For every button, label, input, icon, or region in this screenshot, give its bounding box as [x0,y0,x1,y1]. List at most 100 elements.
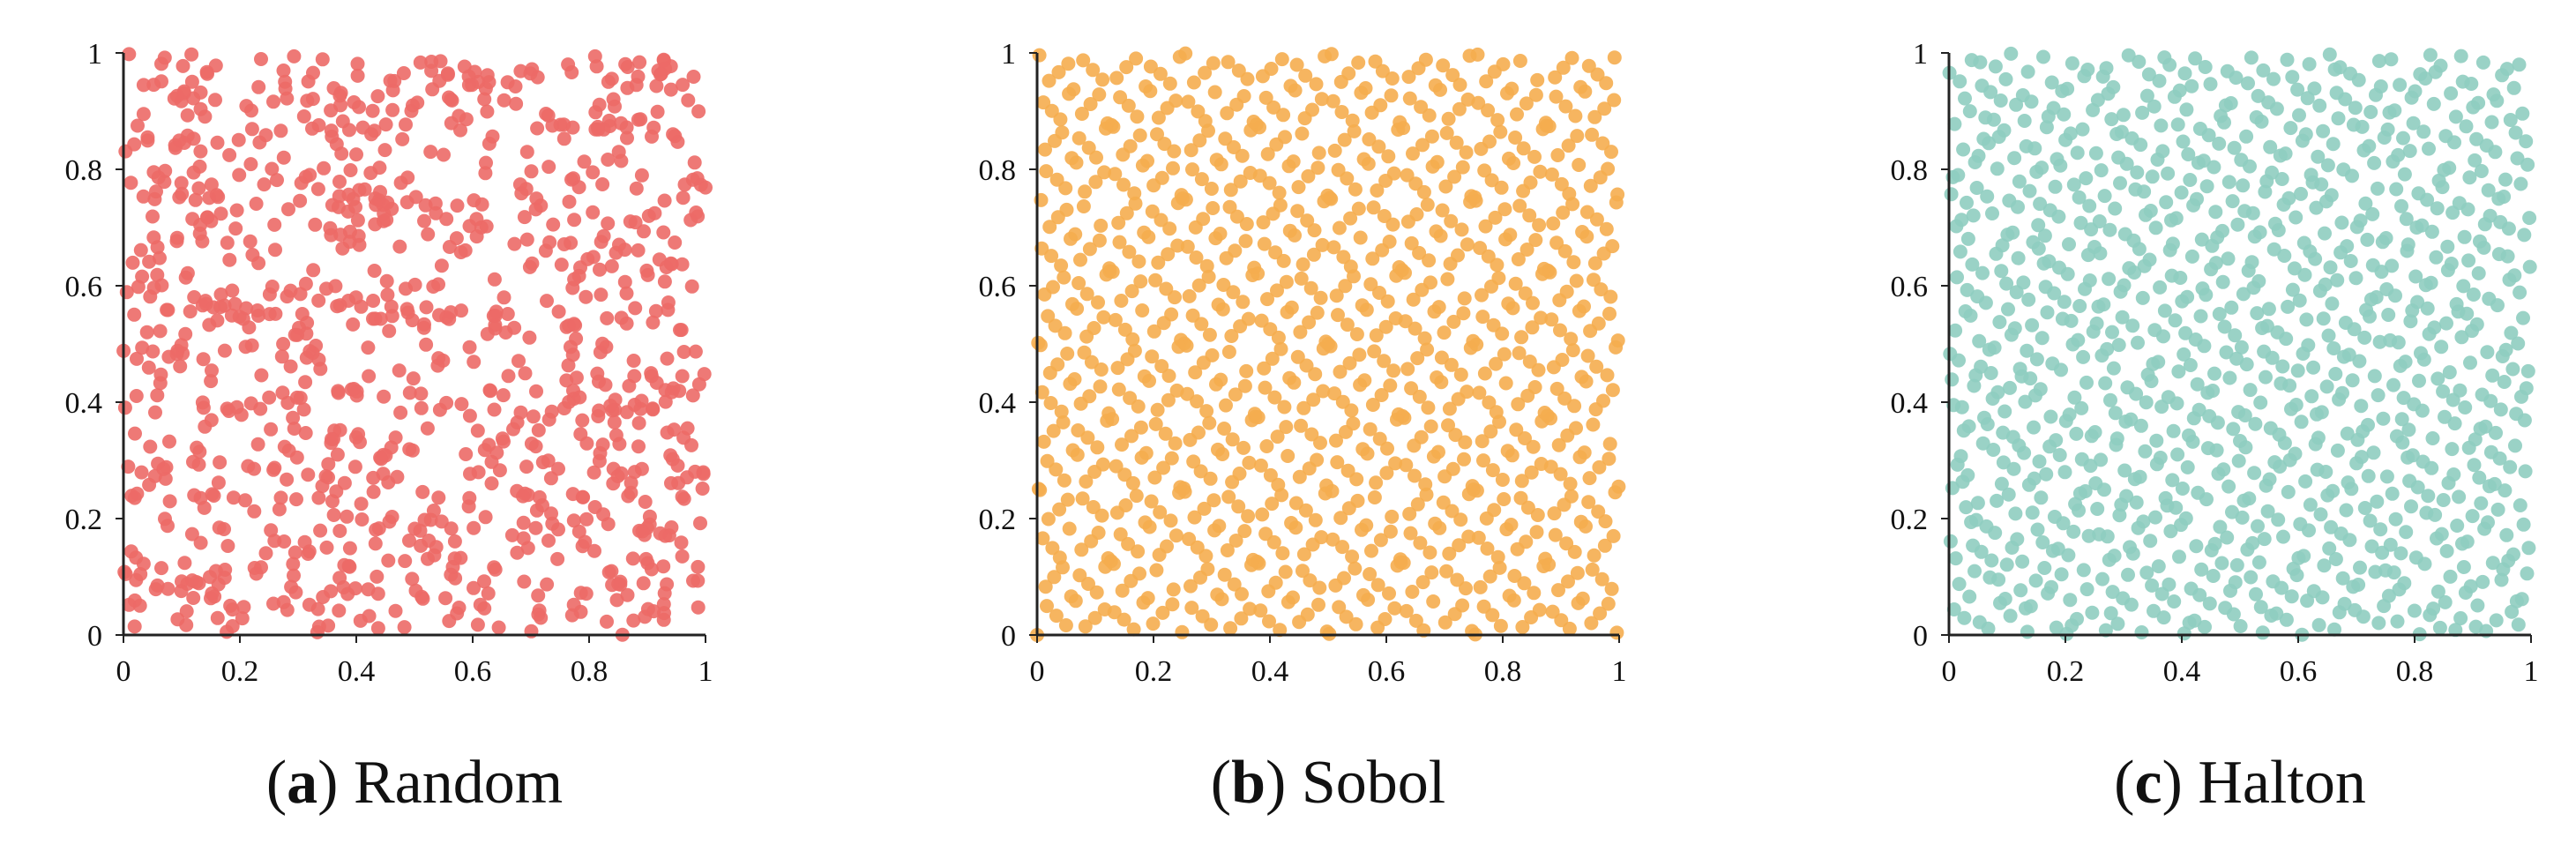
scatter-point [2012,438,2027,453]
scatter-point [2394,412,2409,427]
scatter-point [1339,424,1353,439]
scatter-point [1278,564,1293,579]
scatter-point [1997,123,2012,138]
scatter-point [1607,50,1622,65]
scatter-point [656,597,671,612]
scatter-point [1235,586,1249,601]
scatter-point [1113,527,1128,542]
scatter-point [2036,49,2050,64]
scatter-point [2281,484,2296,499]
scatter-point [2330,273,2345,288]
scatter-point [2459,119,2474,134]
scatter-point [2494,572,2509,587]
scatter-point [1559,536,1574,551]
scatter-point [1292,469,1307,484]
scatter-point [1493,618,1508,633]
scatter-point [2470,598,2485,613]
scatter-point [2385,258,2400,273]
scatter-point [1512,54,1527,68]
scatter-point [2481,183,2496,198]
scatter-point [1375,243,1390,258]
scatter-point [2234,340,2249,355]
scatter-point [127,619,142,634]
scatter-point [2367,155,2382,170]
scatter-point [601,153,616,167]
y-tick-label: 0.8 [65,154,103,187]
scatter-point [1985,206,1999,220]
scatter-point [2194,232,2209,247]
scatter-point [1407,468,1422,483]
scatter-point [1146,178,1161,193]
scatter-point [461,499,476,514]
scatter-point [1579,229,1594,244]
scatter-point [2009,97,2024,112]
scatter-point [408,190,423,205]
scatter-point [497,93,511,108]
scatter-point [1167,144,1182,159]
scatter-point [1219,250,1234,265]
scatter-point [2033,382,2048,397]
scatter-point [593,262,607,277]
scatter-point [1960,195,1974,210]
scatter-point [1329,433,1343,448]
scatter-point [2108,201,2123,216]
x-tick-label: 0.2 [221,655,259,688]
scatter-point [1369,328,1384,343]
scatter-point [1318,49,1333,63]
scatter-point [1045,541,1060,556]
scatter-point [1948,551,1963,566]
scatter-point [1325,93,1340,108]
scatter-point [1090,440,1105,455]
scatter-point [1974,544,1989,559]
scatter-point [1400,168,1415,183]
scatter-point [1488,210,1503,225]
scatter-point [1253,458,1268,473]
scatter-point [298,375,313,390]
scatter-point [1300,213,1315,228]
scatter-point [2143,534,2158,549]
scatter-point [1953,74,1967,89]
scatter-point [427,548,442,563]
scatter-point [2516,517,2531,532]
scatter-point [2117,463,2132,478]
scatter-point [2445,442,2460,457]
scatter-point [592,97,607,112]
scatter-point [1361,156,1376,171]
scatter-point [1493,124,1508,139]
scatter-point [1473,241,1488,256]
scatter-point [2287,261,2302,276]
scatter-point [1072,568,1087,583]
scatter-point [2057,465,2072,480]
scatter-point [2088,146,2103,161]
scatter-point [423,512,438,527]
scatter-point [542,235,557,250]
scatter-point [366,294,381,308]
scatter-point [1046,423,1061,438]
scatter-point [2067,390,2082,405]
scatter-point [1390,412,1404,427]
scatter-point [419,300,434,315]
scatter-point [1314,92,1329,107]
scatter-point [231,132,246,147]
scatter-point [302,597,317,612]
scatter-point [302,344,317,359]
scatter-point [247,504,262,519]
scatter-point [519,459,534,474]
scatter-point [2243,159,2257,174]
scatter-point [1527,149,1542,164]
scatter-point [267,460,282,475]
scatter-point [2480,345,2495,360]
scatter-point [1370,183,1385,198]
scatter-point [1123,391,1138,406]
scatter-point [2119,156,2134,171]
scatter-point [1136,595,1151,610]
scatter-point [1569,273,1584,288]
scatter-point [129,389,144,403]
scatter-point [1492,560,1507,575]
scatter-point [603,399,618,413]
scatter-point [2473,422,2488,437]
scatter-point [1124,573,1139,588]
scatter-point [2071,332,2086,347]
scatter-point [1257,361,1272,376]
scatter-point [2037,228,2052,243]
